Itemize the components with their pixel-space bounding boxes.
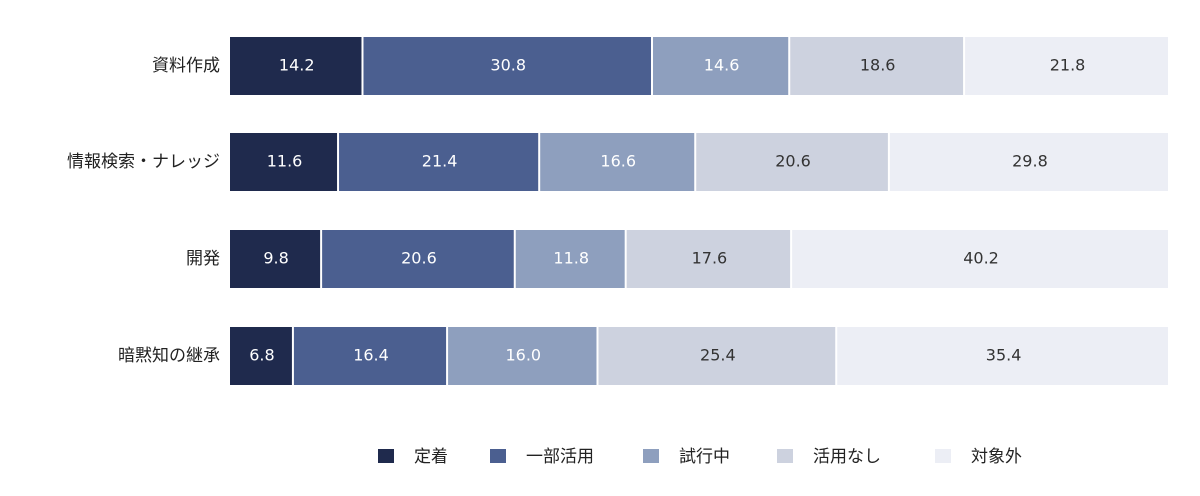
data-label: 18.6 (860, 56, 896, 75)
legend-swatch (935, 449, 951, 463)
data-label: 21.4 (422, 152, 458, 171)
bar-segment (230, 327, 292, 385)
data-label: 20.6 (401, 249, 437, 268)
data-label: 16.6 (600, 152, 636, 171)
data-label: 11.6 (267, 152, 303, 171)
bar-segment (230, 37, 362, 95)
data-label: 30.8 (490, 56, 526, 75)
bar-segment (448, 327, 597, 385)
bar-segment (515, 230, 625, 288)
legend-label: 対象外 (971, 447, 1022, 467)
data-label: 35.4 (986, 346, 1022, 365)
data-label: 9.8 (263, 249, 288, 268)
bar-segment (965, 37, 1168, 95)
data-label: 16.4 (353, 346, 389, 365)
data-label: 29.8 (1012, 152, 1048, 171)
bar-segment (230, 133, 338, 191)
bar-segment (696, 133, 888, 191)
data-label: 11.8 (553, 249, 589, 268)
bar-segment (792, 230, 1168, 288)
bar-segment (653, 37, 789, 95)
legend-swatch (777, 449, 793, 463)
data-label: 6.8 (249, 346, 274, 365)
data-label: 40.2 (963, 249, 999, 268)
bar-segment (598, 327, 836, 385)
y-tick-label: 資料作成 (152, 56, 220, 76)
legend-label: 定着 (414, 447, 448, 467)
legend-label: 試行中 (679, 447, 730, 467)
legend-label: 一部活用 (526, 447, 594, 467)
bar-segment (626, 230, 791, 288)
data-label: 16.0 (505, 346, 541, 365)
bar-segment (322, 230, 514, 288)
legend-swatch (378, 449, 394, 463)
y-tick-label: 開発 (186, 249, 220, 269)
data-label: 21.8 (1050, 56, 1086, 75)
legend-swatch (643, 449, 659, 463)
data-label: 25.4 (700, 346, 736, 365)
data-label: 20.6 (775, 152, 811, 171)
y-tick-label: 情報検索・ナレッジ (67, 152, 220, 172)
data-label: 14.2 (279, 56, 315, 75)
bar-segment (230, 230, 321, 288)
bar-segment (363, 37, 651, 95)
bar-segment (837, 327, 1168, 385)
bar-segment (339, 133, 539, 191)
bar-segment (293, 327, 447, 385)
bar-segment (540, 133, 695, 191)
data-label: 17.6 (692, 249, 728, 268)
legend-swatch (490, 449, 506, 463)
bar-segment (889, 133, 1168, 191)
y-tick-label: 暗黙知の継承 (118, 346, 220, 366)
legend-label: 活用なし (813, 447, 881, 467)
data-label: 14.6 (704, 56, 740, 75)
bar-segment (790, 37, 964, 95)
